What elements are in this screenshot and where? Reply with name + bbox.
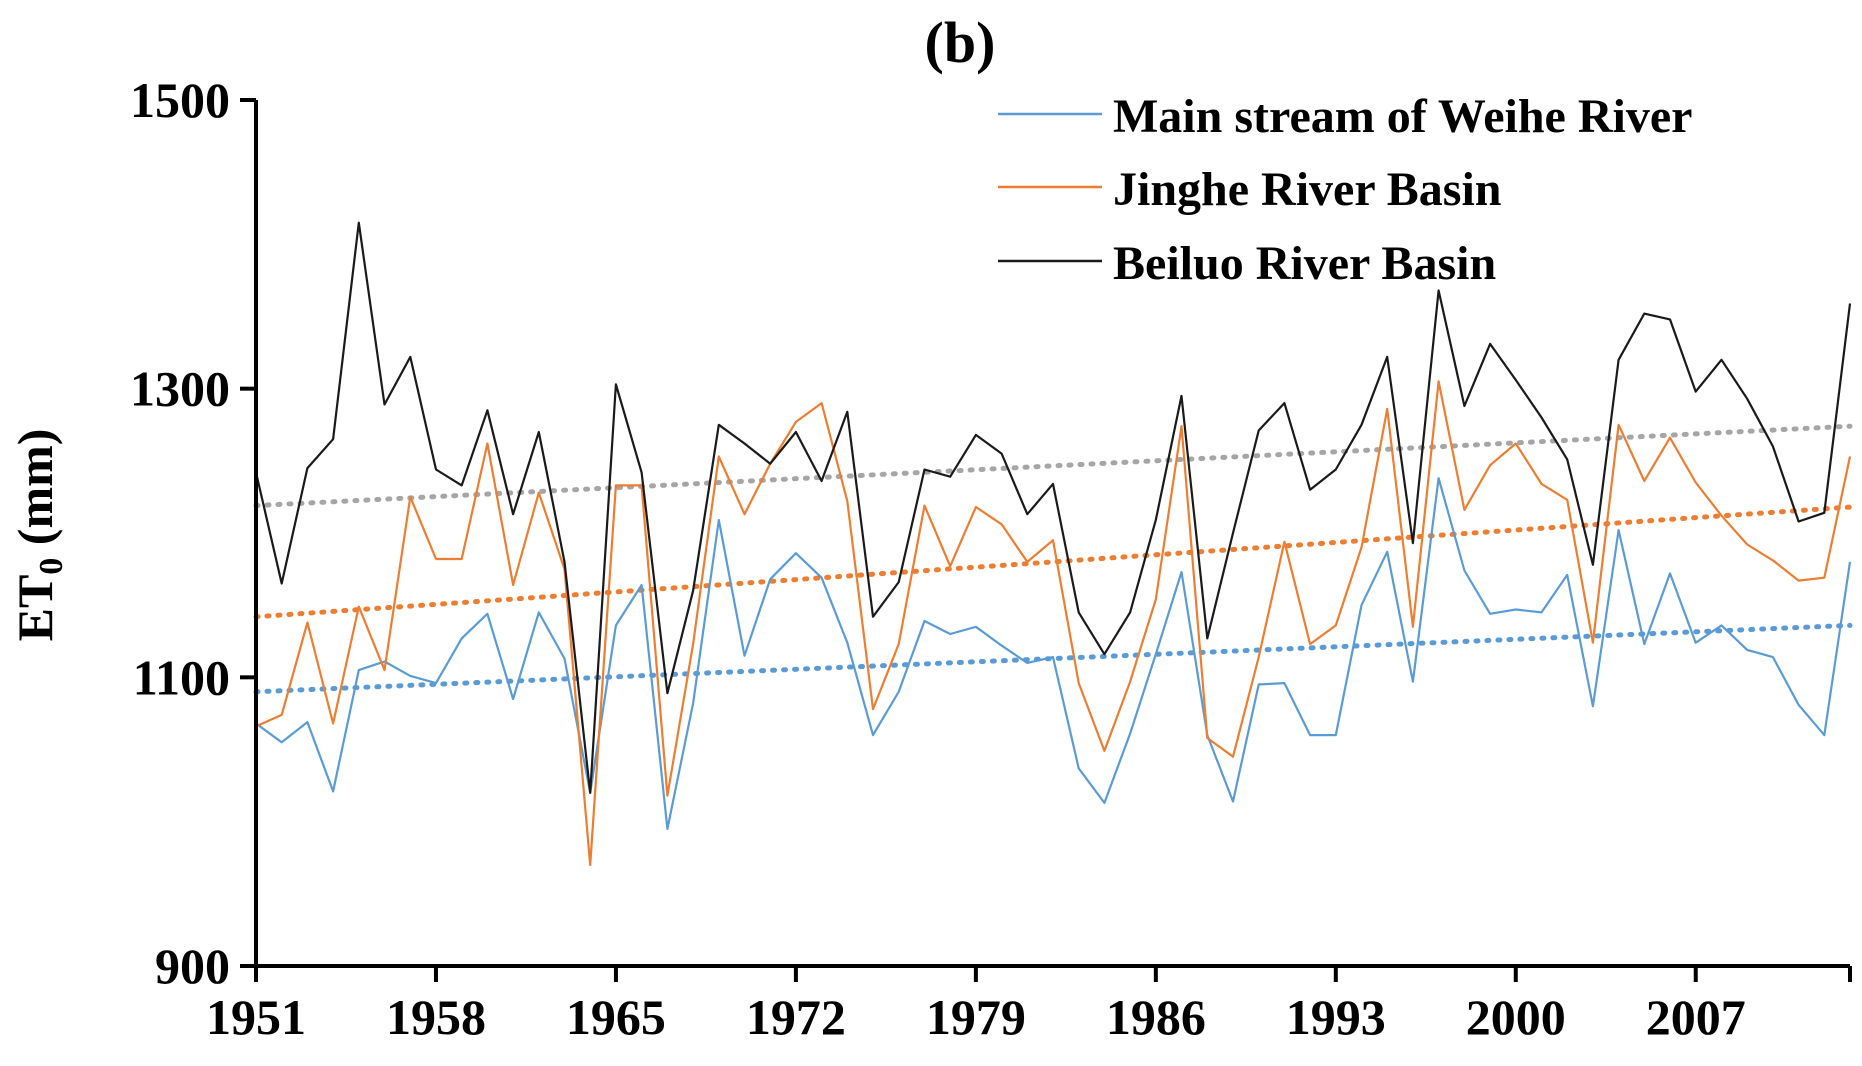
x-tick-label: 1993 <box>1286 989 1386 1045</box>
trendline-0 <box>253 622 1853 695</box>
y-ticks: 900 1100 1300 1500 <box>130 72 256 994</box>
plot-area <box>253 221 1853 867</box>
x-ticks: 1951 1958 1965 1972 1979 1986 1993 2000 2007 <box>206 966 1852 1045</box>
trendline-2 <box>253 423 1853 509</box>
y-axis-label-subscript: 0 <box>33 558 70 575</box>
trendline-1 <box>253 504 1853 620</box>
chart-title: (b) <box>925 10 996 75</box>
legend-label-jinghe: Jinghe River Basin <box>1113 163 1502 216</box>
x-tick-label: 1972 <box>746 989 846 1045</box>
trendline-layer <box>253 423 1853 695</box>
axes: 900 1100 1300 1500 1951 1958 1965 1972 1979 1986… <box>130 72 1852 1045</box>
x-tick-label: 2007 <box>1646 989 1746 1045</box>
y-tick-label: 1100 <box>133 649 230 705</box>
series-layer <box>254 221 1852 867</box>
x-tick-label: 2000 <box>1466 989 1566 1045</box>
x-tick-label: 1986 <box>1106 989 1206 1045</box>
y-tick-label: 1500 <box>130 72 230 128</box>
legend-label-weihe: Main stream of Weihe River <box>1113 90 1692 143</box>
series-line-2 <box>254 221 1852 794</box>
series-line-0 <box>255 477 1852 831</box>
x-tick-label: 1979 <box>926 989 1026 1045</box>
y-tick-label: 1300 <box>130 361 230 417</box>
legend-label-beiluo: Beiluo River Basin <box>1113 237 1496 290</box>
y-axis-label-unit: (mm) <box>7 429 63 558</box>
y-axis-label-main: ET <box>7 575 63 642</box>
x-tick-label: 1965 <box>566 989 666 1045</box>
y-axis-label: ET0 (mm) <box>7 429 70 642</box>
y-tick-label: 900 <box>155 938 230 994</box>
legend: Main stream of Weihe River Jinghe River … <box>998 90 1692 290</box>
x-tick-label: 1951 <box>206 989 306 1045</box>
x-tick-label: 1958 <box>386 989 486 1045</box>
series-line-1 <box>255 380 1852 867</box>
